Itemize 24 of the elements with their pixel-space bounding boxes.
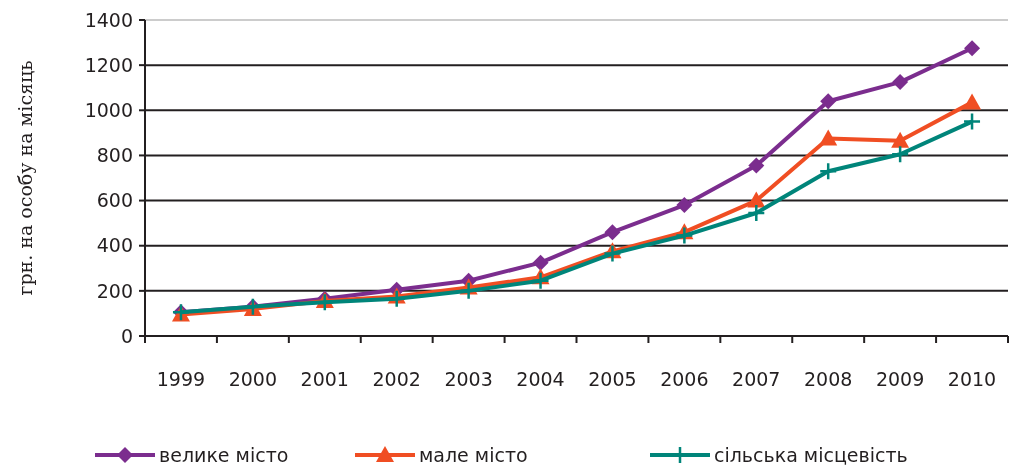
y-axis-title: грн. на особу на місяць <box>14 60 36 296</box>
legend-label: велике місто <box>159 443 289 466</box>
x-tick-label: 2008 <box>804 368 853 390</box>
y-tick-label: 1200 <box>84 53 133 76</box>
x-tick-label: 2006 <box>660 368 709 390</box>
y-tick-label: 600 <box>96 189 133 212</box>
x-tick-label: 2004 <box>516 368 565 390</box>
y-tick-label: 200 <box>96 279 133 302</box>
x-tick-label: 2002 <box>372 368 421 390</box>
x-tick-label: 2009 <box>875 368 925 390</box>
legend-label: сільська місцевість <box>714 443 908 466</box>
y-tick-label: 1000 <box>84 98 133 121</box>
y-tick-label: 1400 <box>84 8 133 31</box>
x-tick-label: 2005 <box>588 368 637 390</box>
x-tick-label: 2003 <box>444 368 493 390</box>
x-tick-label: 2000 <box>228 368 278 390</box>
x-tick-label: 2001 <box>300 368 349 390</box>
y-tick-label: 800 <box>96 144 133 167</box>
legend-label: мале місто <box>419 443 528 466</box>
y-tick-label: 400 <box>96 234 133 257</box>
y-tick-label: 0 <box>120 324 133 347</box>
x-tick-label: 1999 <box>156 368 206 390</box>
x-tick-label: 2007 <box>732 368 781 390</box>
x-tick-label: 2010 <box>947 368 997 390</box>
